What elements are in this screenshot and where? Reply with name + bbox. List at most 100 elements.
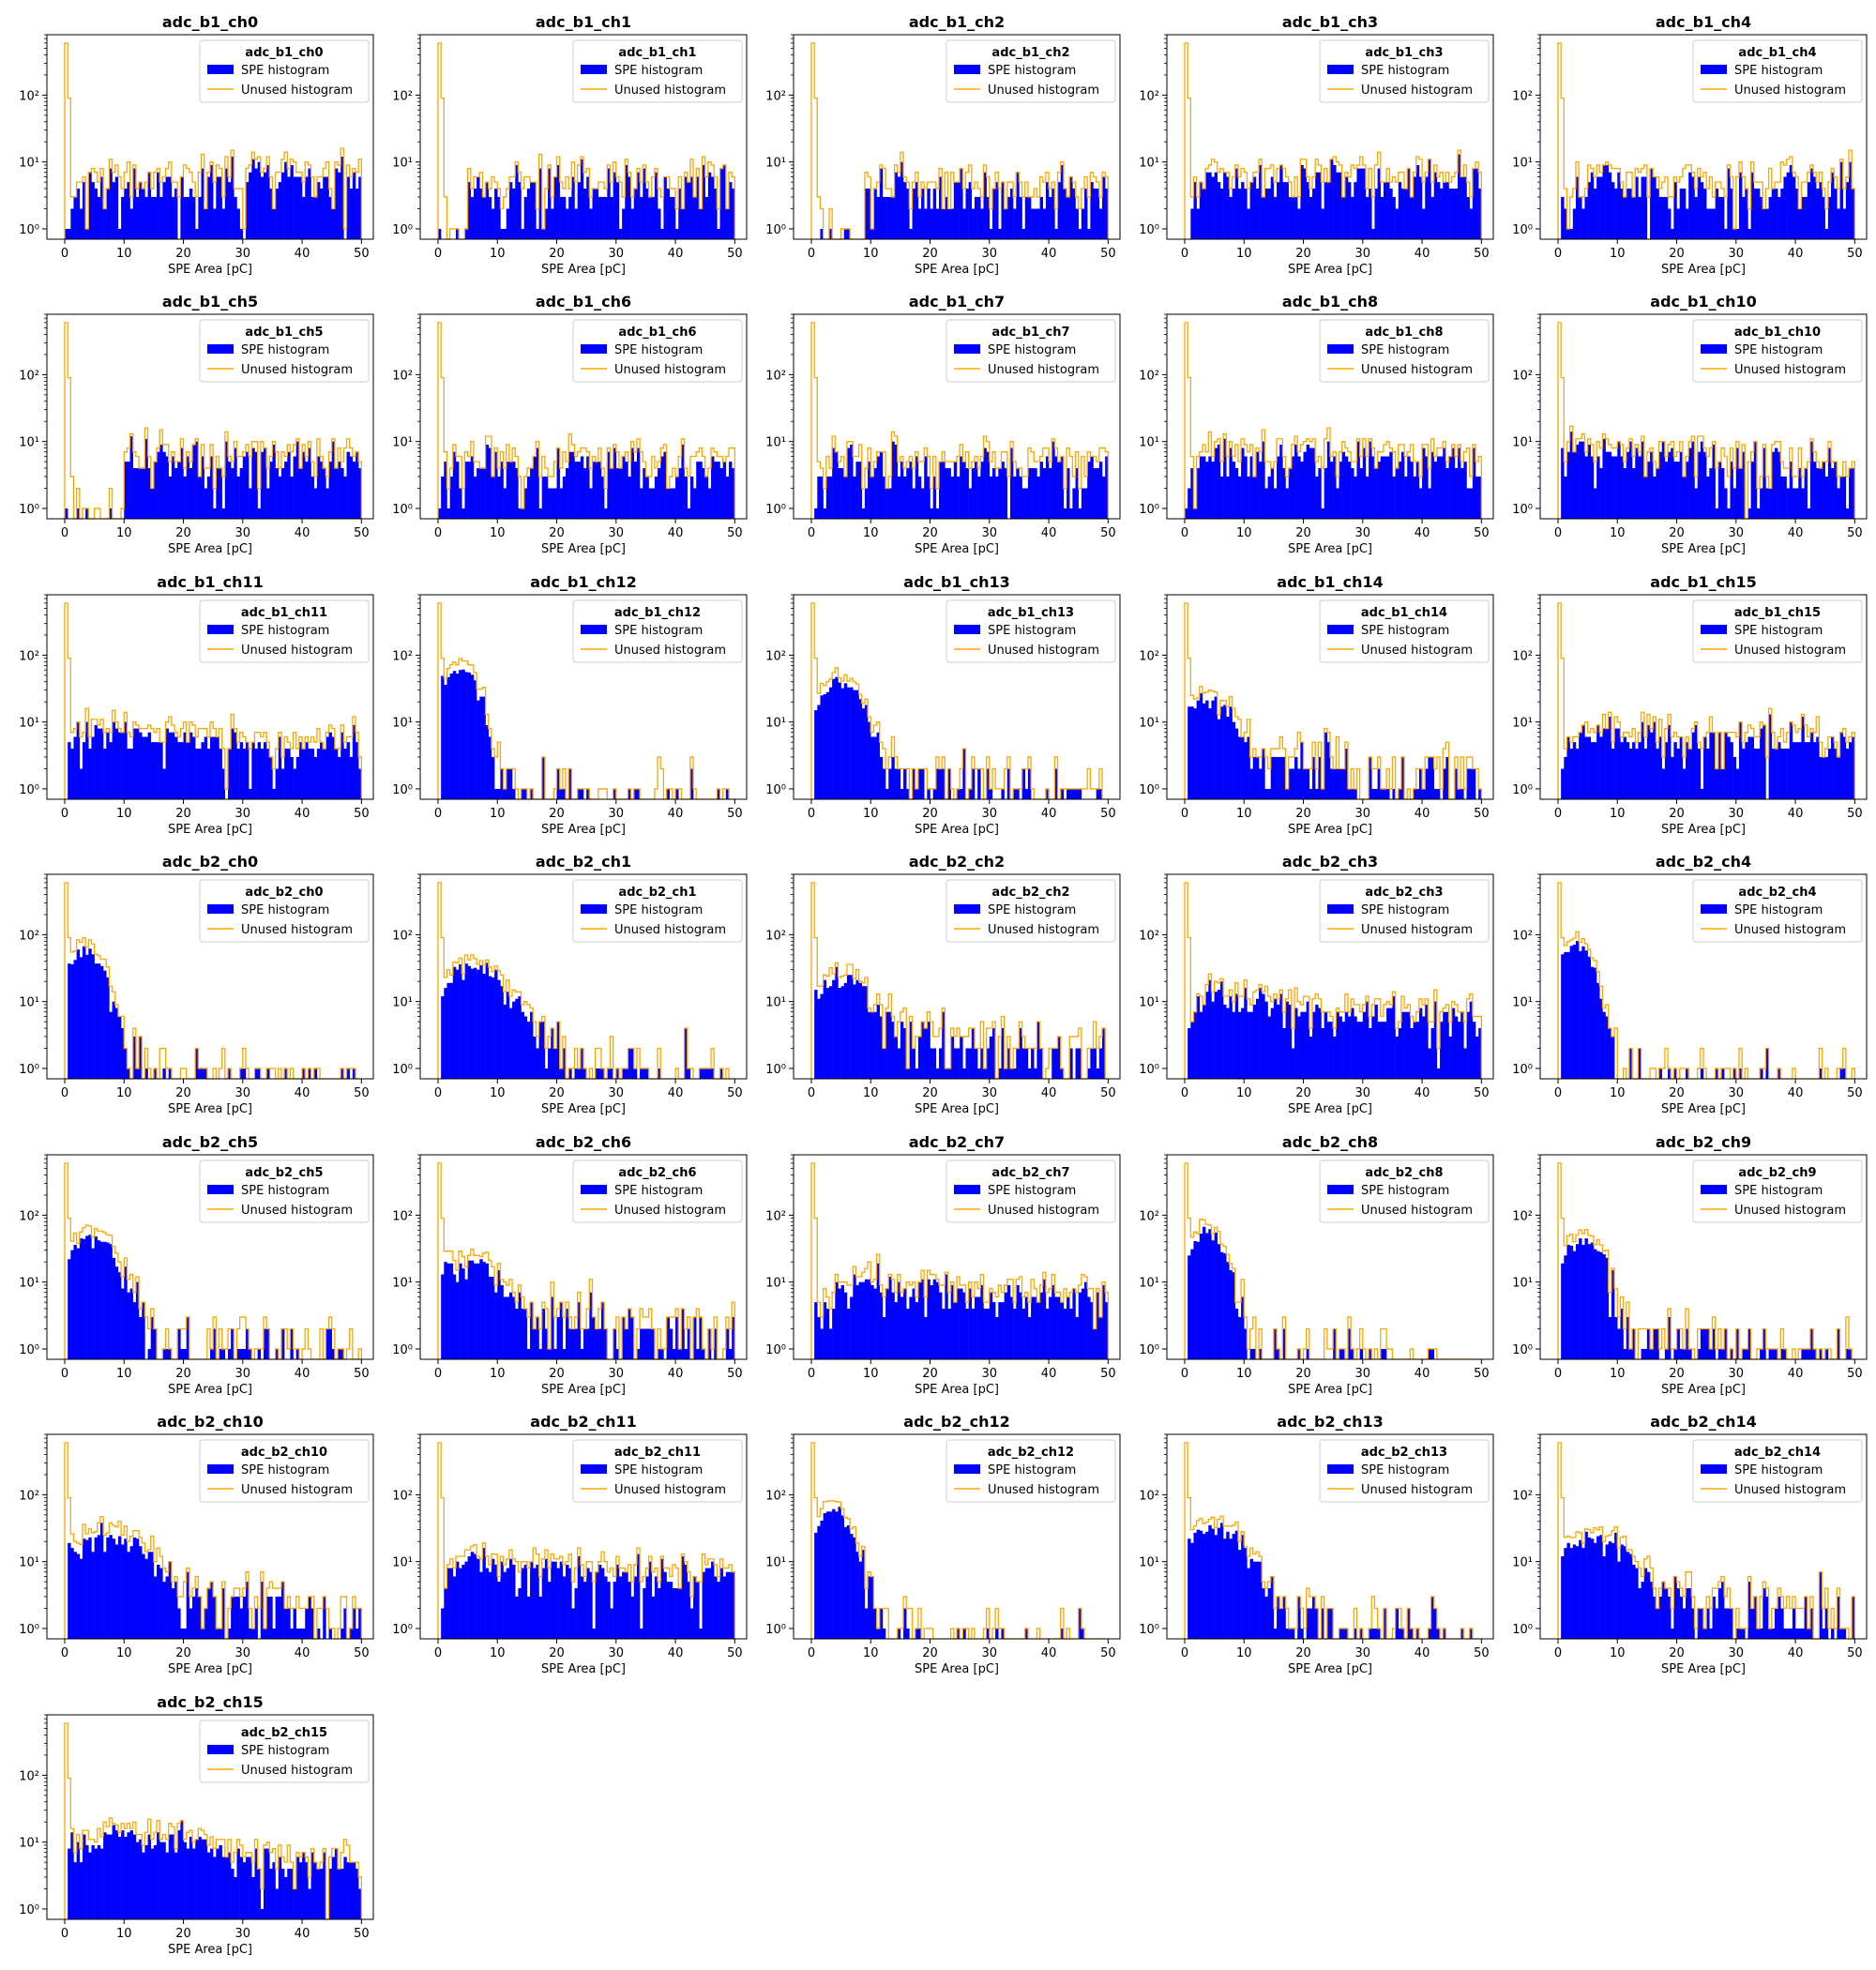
spe-bar bbox=[192, 196, 196, 239]
legend-title: adc_b2_ch2 bbox=[991, 886, 1069, 900]
spe-bar bbox=[109, 168, 113, 239]
spe-bar bbox=[1727, 168, 1731, 239]
spe-bar bbox=[636, 172, 641, 239]
spe-bar bbox=[508, 462, 513, 519]
spe-bar bbox=[245, 451, 250, 519]
unused-histogram-line bbox=[1557, 42, 1855, 239]
spe-bar bbox=[1454, 1016, 1459, 1079]
spe-bar bbox=[991, 1302, 996, 1359]
spe-bar bbox=[117, 1536, 122, 1639]
spe-bar bbox=[97, 196, 101, 239]
legend-swatch-spe bbox=[1701, 65, 1727, 74]
spe-bar bbox=[313, 1862, 318, 1919]
spe-bar bbox=[1380, 196, 1384, 239]
spe-bar bbox=[868, 1279, 871, 1359]
x-tick-label: 10 bbox=[863, 526, 879, 540]
spe-bar bbox=[1763, 208, 1766, 239]
spe-bar bbox=[346, 1862, 350, 1919]
spe-bar bbox=[242, 749, 247, 799]
spe-bar bbox=[1232, 721, 1236, 799]
spe-bar bbox=[1750, 462, 1755, 519]
spe-bar bbox=[660, 1558, 664, 1639]
spe-bar bbox=[850, 687, 854, 799]
spe-bar bbox=[275, 1888, 280, 1919]
x-tick-label: 0 bbox=[1181, 247, 1188, 261]
spe-bar bbox=[1686, 742, 1689, 799]
spe-bar bbox=[900, 1022, 904, 1079]
spe-bar bbox=[917, 768, 922, 799]
spe-bar bbox=[1564, 1548, 1567, 1639]
spe-bar bbox=[1730, 1348, 1733, 1359]
x-tick-label: 50 bbox=[1474, 807, 1490, 821]
spe-bar bbox=[1650, 168, 1654, 239]
spe-bar bbox=[1569, 228, 1574, 239]
spe-bar bbox=[950, 208, 955, 239]
spe-bar bbox=[236, 1848, 240, 1919]
x-tick-label: 10 bbox=[1236, 1367, 1252, 1381]
spe-bar bbox=[1034, 1068, 1037, 1079]
spe-bar bbox=[1774, 447, 1778, 519]
x-tick-label: 30 bbox=[982, 807, 998, 821]
spe-bar bbox=[1279, 756, 1283, 799]
spe-bar bbox=[112, 182, 116, 239]
spe-bar bbox=[888, 196, 892, 239]
spe-bar bbox=[729, 1348, 733, 1359]
spe-bar bbox=[909, 228, 913, 239]
spe-bar bbox=[159, 742, 163, 799]
spe-bar bbox=[717, 228, 720, 239]
spe-bar bbox=[323, 749, 326, 799]
spe-bar bbox=[640, 1068, 643, 1079]
spe-bar bbox=[290, 1869, 294, 1919]
spe-bar bbox=[1371, 788, 1375, 799]
spe-bar bbox=[1676, 208, 1680, 239]
x-tick-label: 30 bbox=[609, 1367, 625, 1381]
legend-label-spe: SPE histogram bbox=[1734, 343, 1823, 357]
spe-bar bbox=[983, 447, 987, 519]
unused-histogram-line bbox=[810, 882, 1109, 1080]
spe-bar bbox=[615, 1564, 620, 1639]
spe-bar bbox=[586, 788, 590, 799]
spe-bar bbox=[1842, 476, 1847, 519]
unused-histogram-line bbox=[810, 1162, 1109, 1359]
spe-bar bbox=[328, 462, 332, 519]
y-tick-label: 10² bbox=[1139, 929, 1159, 943]
spe-bar bbox=[1081, 1628, 1085, 1639]
spe-bar bbox=[1249, 456, 1253, 519]
spe-bar bbox=[1344, 176, 1349, 239]
spe-bar bbox=[719, 1568, 723, 1639]
spe-bar bbox=[343, 1608, 347, 1639]
spe-bar bbox=[1849, 742, 1853, 799]
spe-bar bbox=[1475, 476, 1479, 519]
legend-swatch-spe bbox=[207, 344, 234, 354]
spe-bar bbox=[1717, 462, 1722, 519]
spe-bar bbox=[521, 788, 524, 799]
x-tick-label: 20 bbox=[549, 247, 565, 261]
x-tick-label: 50 bbox=[354, 807, 370, 821]
spe-bar bbox=[1312, 1596, 1316, 1639]
spe-bar bbox=[1643, 176, 1648, 239]
spe-bar bbox=[1599, 1535, 1603, 1639]
spe-bar bbox=[1628, 189, 1633, 239]
spe-bar bbox=[924, 1028, 928, 1079]
spe-bar bbox=[249, 488, 252, 519]
spe-bar bbox=[1638, 742, 1642, 799]
spe-bar bbox=[109, 742, 113, 799]
spe-bar bbox=[213, 1328, 217, 1359]
spe-bar bbox=[503, 228, 507, 239]
spe-bar bbox=[873, 736, 877, 799]
spe-bar bbox=[76, 1248, 81, 1359]
spe-bar bbox=[1469, 768, 1474, 799]
spe-bar bbox=[725, 1328, 730, 1359]
spe-bar bbox=[924, 456, 928, 519]
legend-label-spe: SPE histogram bbox=[1361, 64, 1449, 78]
spe-bar bbox=[658, 1588, 661, 1639]
spe-bar bbox=[147, 1348, 151, 1359]
spe-bar bbox=[699, 1316, 703, 1359]
spe-bar bbox=[201, 1068, 204, 1079]
spe-bar bbox=[221, 768, 226, 799]
spe-bar bbox=[1306, 444, 1310, 519]
spe-bar bbox=[714, 189, 718, 239]
spe-bar bbox=[1575, 1244, 1580, 1359]
